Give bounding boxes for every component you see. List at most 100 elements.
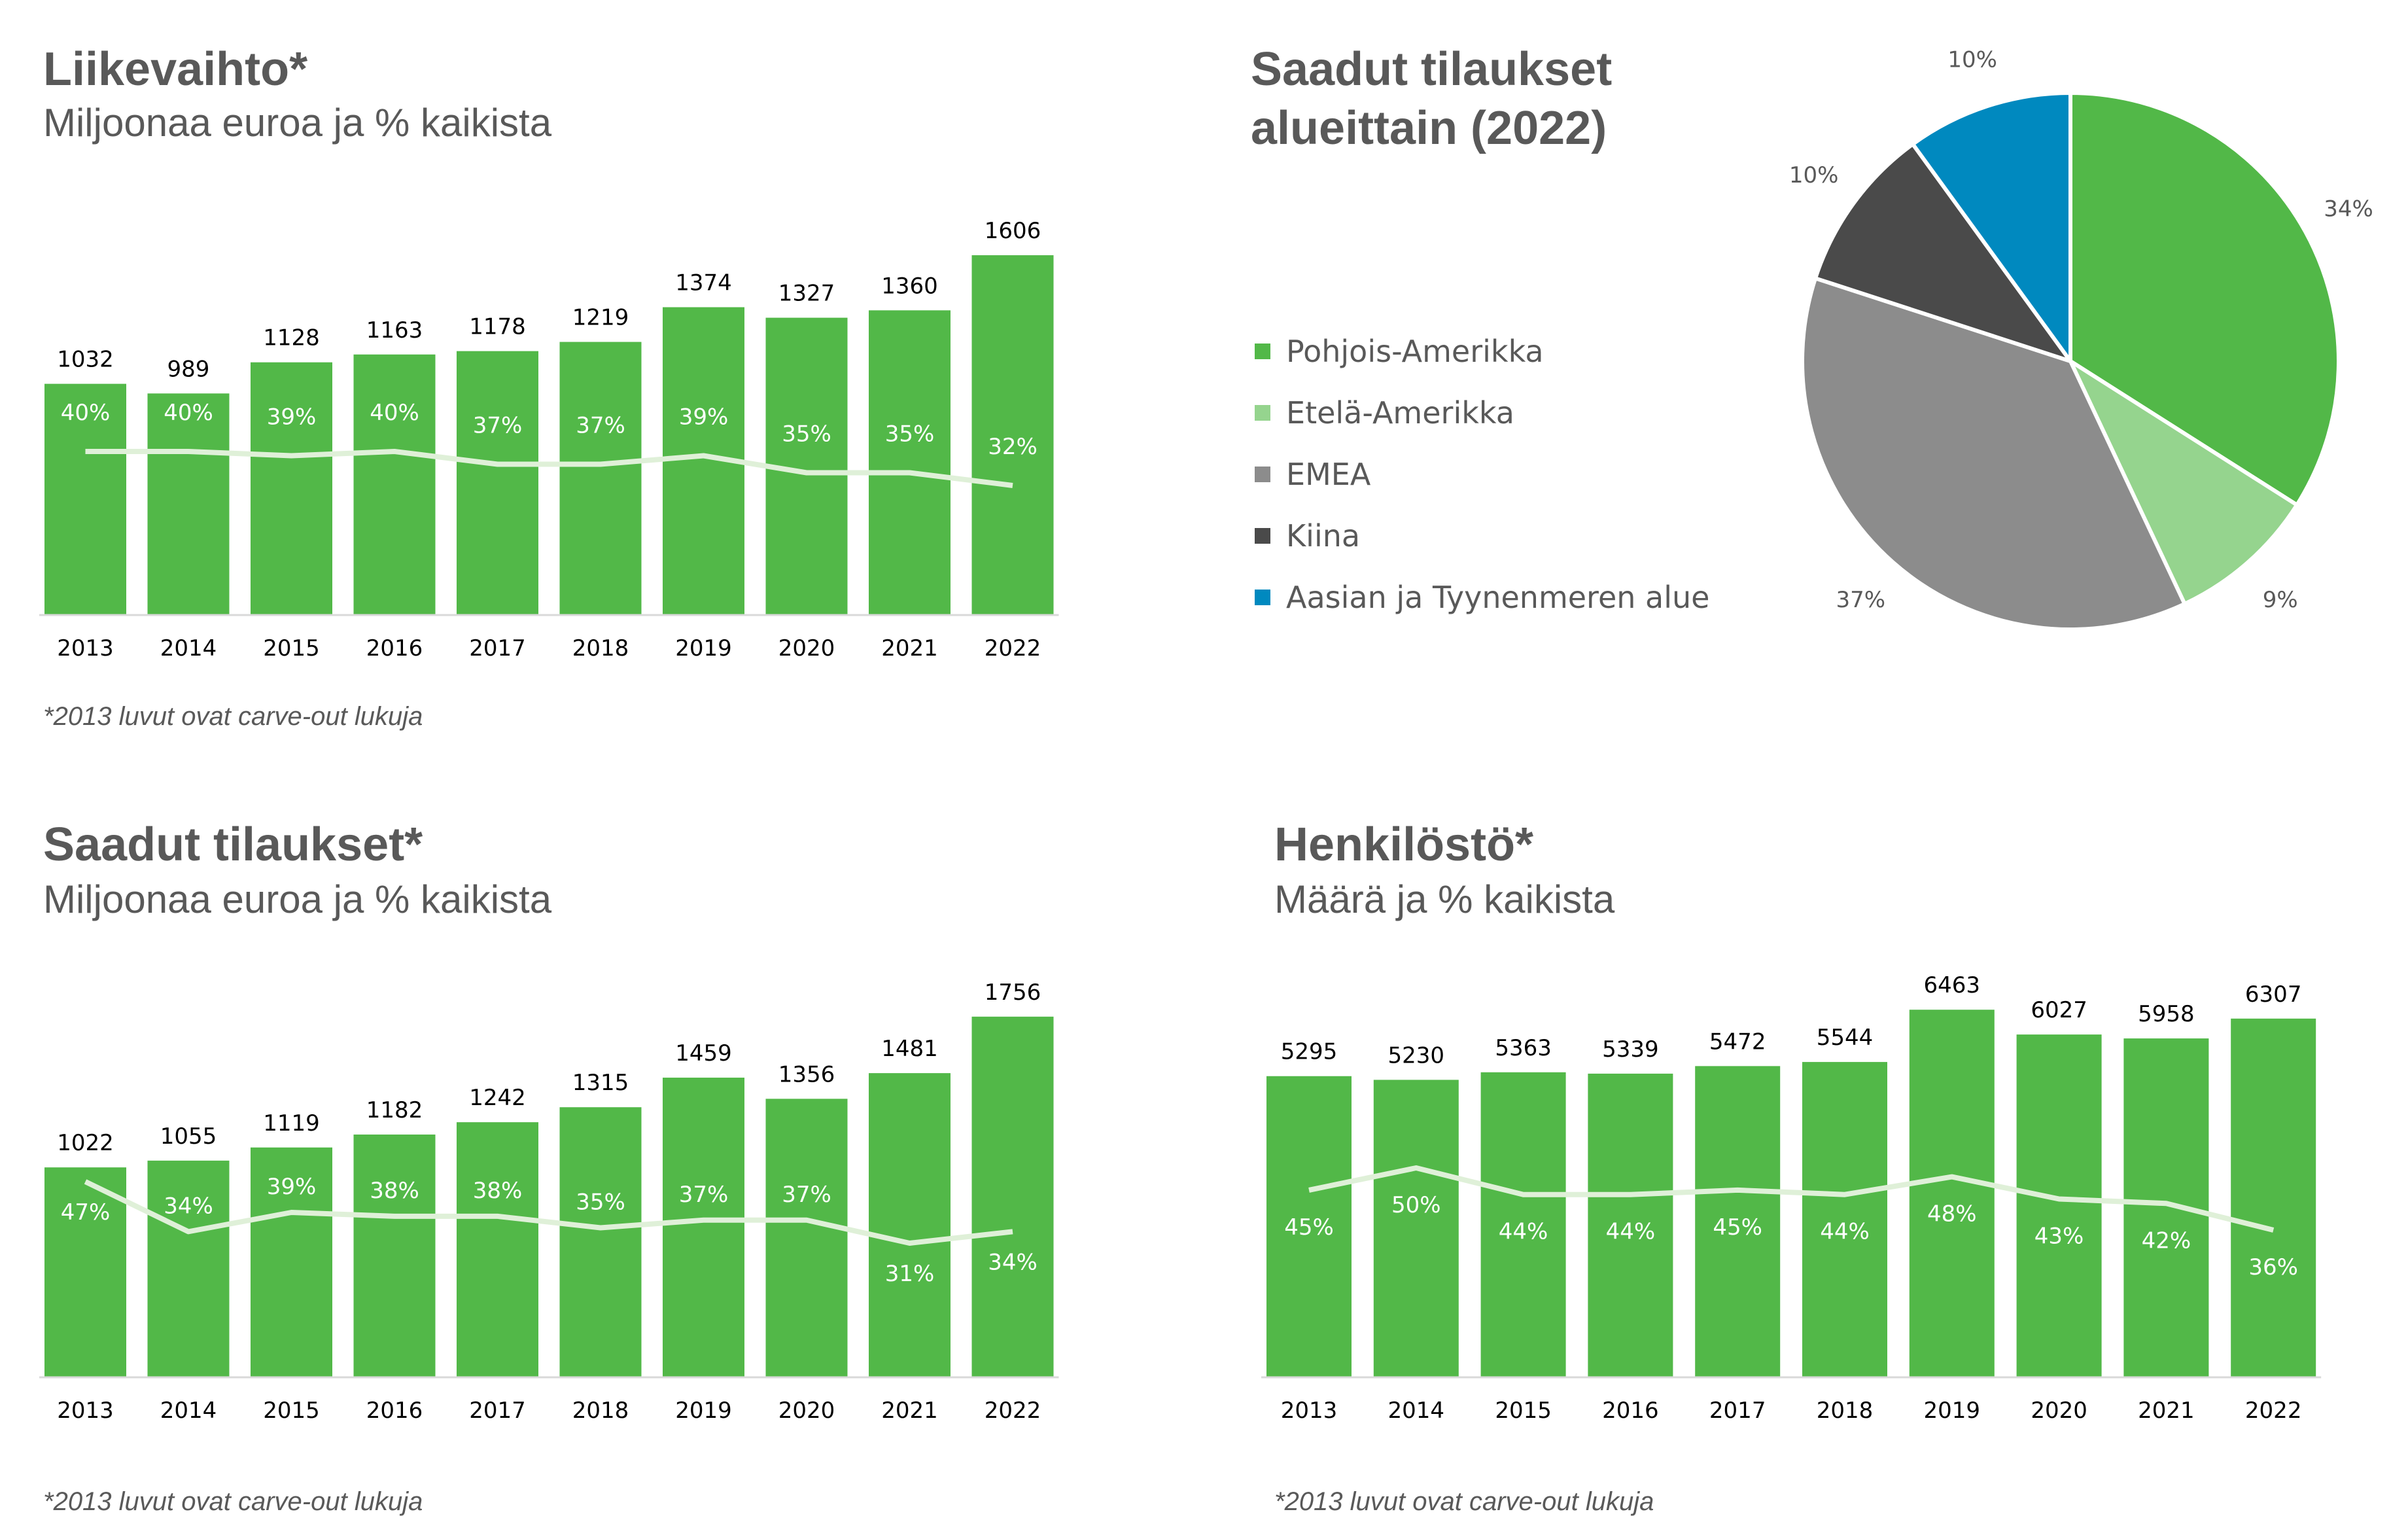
revenue-chart: 1032 2013 989 2014 1128 2015 1163 2016 1178 2017 1… [39, 218, 1059, 661]
x-tick-label: 2013 [1281, 1398, 1338, 1424]
pie-slice [1813, 141, 2076, 365]
bar [971, 255, 1054, 616]
bar [559, 1107, 642, 1377]
x-tick-label: 2022 [2245, 1398, 2302, 1424]
x-tick-label: 2021 [881, 1398, 938, 1424]
bar-value-label: 1315 [572, 1070, 629, 1096]
legend-swatch [1255, 467, 1270, 482]
orders-subtitle: Miljoonaa euroa ja % kaikista [43, 877, 552, 921]
legend-item: Etelä-Amerikka [1255, 382, 1709, 444]
percent-label: 37% [782, 1182, 831, 1208]
bar-value-label: 1178 [469, 314, 526, 340]
bar [869, 310, 951, 615]
bar-value-label: 6027 [2031, 997, 2087, 1023]
x-tick-label: 2018 [1817, 1398, 1874, 1424]
x-tick-label: 2016 [366, 1398, 423, 1424]
pie-slice-label: 10% [1947, 47, 1997, 73]
bar-value-label: 5230 [1388, 1042, 1445, 1068]
percent-label: 48% [1927, 1201, 1977, 1227]
bar [147, 393, 230, 615]
x-tick-label: 2016 [366, 635, 423, 661]
bar [44, 1167, 126, 1377]
percent-label: 44% [1820, 1219, 1870, 1245]
legend-item: EMEA [1255, 444, 1709, 505]
percent-label: 45% [1713, 1214, 1762, 1241]
bar-value-label: 5295 [1281, 1039, 1338, 1065]
bar-value-label: 1163 [366, 317, 423, 344]
revenue-subtitle: Miljoonaa euroa ja % kaikista [43, 101, 552, 145]
pie-slice [1910, 90, 2072, 368]
bar [1480, 1072, 1566, 1377]
pie-slice-label: 9% [2263, 587, 2298, 613]
orders-chart: 1022 2013 1055 2014 1119 2015 1182 2016 1242 2017… [39, 979, 1059, 1424]
percent-label: 37% [576, 413, 625, 439]
legend-item: Pohjois-Amerikka [1255, 321, 1709, 382]
x-tick-label: 2014 [160, 635, 217, 661]
percent-label: 37% [679, 1182, 729, 1208]
percent-label: 50% [1391, 1192, 1441, 1218]
percent-label: 32% [988, 434, 1038, 460]
x-tick-label: 2015 [1495, 1398, 1552, 1424]
legend-item: Kiina [1255, 505, 1709, 567]
bar [457, 1122, 538, 1377]
bar [147, 1160, 230, 1377]
bar [869, 1073, 951, 1377]
legend-label: EMEA [1286, 457, 1371, 492]
bar [971, 1016, 1054, 1377]
bar-value-label: 6307 [2245, 981, 2302, 1008]
bar-value-label: 1128 [263, 325, 320, 351]
bar [251, 1147, 332, 1377]
bar-value-label: 6463 [1924, 972, 1981, 998]
x-tick-label: 2018 [572, 1398, 629, 1424]
percent-series-line [84, 1179, 1013, 1246]
bar-value-label: 1756 [985, 979, 1041, 1006]
staff-title: Henkilöstö* [1274, 819, 1534, 871]
bar [663, 1078, 744, 1377]
legend-label: Etelä-Amerikka [1286, 395, 1514, 431]
bar [1266, 1076, 1352, 1377]
bar [559, 342, 642, 615]
percent-label: 34% [164, 1193, 213, 1219]
percent-label: 44% [1499, 1219, 1548, 1245]
percent-label: 39% [267, 404, 317, 431]
percent-label: 39% [267, 1174, 317, 1200]
x-tick-label: 2019 [1924, 1398, 1981, 1424]
legend-label: Aasian ja Tyynenmeren alue [1286, 580, 1710, 615]
percent-label: 34% [988, 1249, 1038, 1275]
bar-value-label: 5363 [1495, 1035, 1552, 1061]
x-tick-label: 2018 [572, 635, 629, 661]
percent-label: 45% [1284, 1214, 1334, 1241]
bar-value-label: 1242 [469, 1085, 526, 1111]
percent-label: 38% [473, 1178, 523, 1204]
percent-label: 37% [473, 413, 523, 439]
bar [353, 354, 436, 615]
bar [353, 1134, 436, 1377]
percent-label: 35% [885, 421, 935, 448]
regions-title-line1: Saadut tilaukset [1251, 43, 1613, 96]
legend-label: Pohjois-Amerikka [1286, 334, 1544, 369]
percent-label: 43% [2034, 1224, 2084, 1250]
bar-value-label: 1459 [675, 1040, 732, 1066]
bar [2231, 1018, 2316, 1377]
percent-series-line [85, 449, 1013, 488]
pie-slice-label: 37% [1836, 587, 1885, 613]
x-tick-label: 2017 [469, 1398, 526, 1424]
pie-slice-label: 34% [2324, 196, 2373, 222]
percent-label: 40% [370, 400, 419, 426]
bar-value-label: 1119 [263, 1110, 320, 1137]
percent-label: 47% [61, 1199, 111, 1225]
pie-legend: Pohjois-Amerikka Etelä-Amerikka EMEA Kiina A… [1255, 321, 1709, 628]
bar [765, 1099, 848, 1377]
x-tick-label: 2016 [1602, 1398, 1659, 1424]
staff-note: *2013 luvut ovat carve-out lukuja [1274, 1487, 1654, 1516]
percent-label: 44% [1606, 1219, 1656, 1245]
regions-pie-chart: 34% 9% 37% 10% 10% [1789, 47, 2373, 631]
pie-slice [2065, 355, 2300, 607]
bar [1695, 1066, 1781, 1377]
bar-value-label: 1356 [778, 1061, 835, 1087]
bar [2016, 1034, 2102, 1377]
legend-swatch [1255, 344, 1270, 359]
bar-value-label: 1182 [366, 1097, 423, 1123]
legend-swatch [1255, 590, 1270, 605]
x-tick-label: 2021 [2138, 1398, 2195, 1424]
